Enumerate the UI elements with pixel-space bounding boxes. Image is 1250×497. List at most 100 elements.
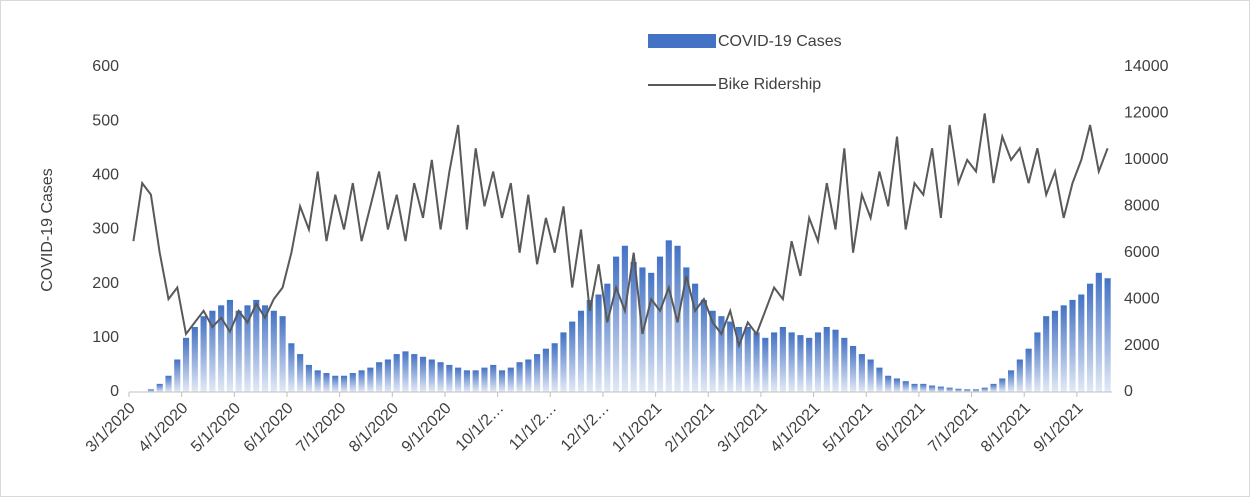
bar [261,305,269,392]
bar [323,373,330,392]
bar [832,329,839,392]
bar [1095,272,1102,392]
bar [735,327,743,392]
bar [235,310,242,392]
bar [560,332,567,392]
y2-tick-label: 2000 [1124,337,1160,354]
bar [542,348,549,392]
y2-tick-label: 6000 [1124,244,1160,261]
bar [718,316,725,392]
legend-swatch [648,34,716,48]
bar [876,367,883,392]
bar [376,362,383,392]
bar [1069,299,1076,392]
bar [972,389,980,392]
bar [455,367,462,392]
bar [604,283,611,392]
bar [419,356,427,392]
bar [288,343,295,392]
bar [1016,359,1023,392]
bar [683,267,690,392]
bar [297,354,304,392]
bar [911,383,918,392]
bar [1060,305,1067,392]
y-tick-label: 400 [92,167,119,184]
y-tick-label: 100 [92,329,119,346]
bar [367,367,374,392]
bar [551,343,558,392]
bar [332,375,339,392]
bar [955,388,962,392]
bar [534,354,541,392]
legend-label: COVID-19 Cases [718,33,842,50]
bar [937,386,944,392]
y2-tick-label: 0 [1124,383,1133,400]
bar [174,359,181,392]
bar [209,310,216,392]
bar [402,351,409,392]
y2-tick-label: 10000 [1124,151,1169,168]
y2-tick-label: 12000 [1124,105,1169,122]
bar [779,327,786,392]
bar [1104,278,1111,392]
bar [893,378,901,392]
bar [340,375,348,392]
bar [920,383,927,392]
bar [621,245,628,392]
bar [314,370,321,392]
ridership-line [132,113,1109,349]
bar [823,327,830,392]
bar [147,389,155,392]
bar [253,299,260,392]
bar [358,370,365,392]
bar [525,359,532,392]
bar [498,370,506,392]
y-tick-label: 300 [92,221,119,238]
bar [771,332,778,392]
y2-tick-label: 14000 [1124,58,1169,75]
bar [727,321,734,392]
bar [814,332,822,392]
bar [411,354,418,392]
bar [858,354,865,392]
y-tick-label: 600 [92,58,119,75]
bar [630,262,637,392]
bar [1025,348,1032,392]
bar [393,354,400,392]
bar [1007,370,1015,392]
bar [165,375,172,392]
bar [902,381,909,392]
bar [841,337,848,392]
bar [1043,316,1050,392]
bar [349,373,356,392]
bar [744,327,751,392]
bar [665,240,672,392]
bar [885,375,892,392]
bar [990,383,997,392]
bar [964,389,971,392]
bar [182,337,190,392]
bar [490,364,497,392]
bar [463,370,470,392]
legend-label: Bike Ridership [718,76,821,93]
bar [1086,283,1094,392]
bar [472,370,479,392]
bar [191,327,198,392]
bar [226,299,234,392]
bar [1051,310,1059,392]
bar [762,337,769,392]
bar [244,305,251,392]
bar [788,332,795,392]
bar [850,345,857,392]
bar [999,378,1006,392]
bar [1034,332,1041,392]
bar [797,335,804,392]
bar [595,294,602,392]
bar [648,272,655,392]
bar [218,305,225,392]
y-tick-label: 200 [92,275,119,292]
bar [577,310,585,392]
bar [709,310,716,392]
